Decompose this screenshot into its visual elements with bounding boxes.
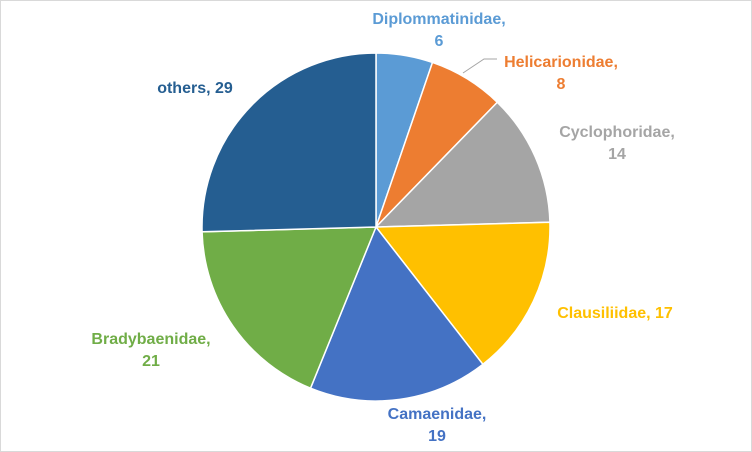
data-label-clausiliidae: Clausiliidae, 17: [557, 305, 673, 322]
data-label-camaenidae-value: 19: [428, 428, 446, 445]
data-label-cyclophoridae-value: 14: [608, 146, 626, 163]
pie-slice-bradybaenidae: [201, 226, 378, 390]
data-label-cyclophoridae: Cyclophoridae,: [559, 124, 675, 141]
pie-slices: [201, 52, 551, 402]
leader-lines: [462, 58, 497, 74]
data-labels: Diplommatinidae, 6 Helicarionidae, 8 Cycloph…: [91, 11, 674, 445]
data-label-others: others, 29: [157, 80, 233, 97]
leader-line-helicarionidae: [462, 58, 497, 74]
pie-slice-others: [201, 52, 377, 233]
pie-slice-cyclophoridae: [374, 101, 551, 228]
data-label-bradybaenidae: Bradybaenidae,: [91, 331, 210, 348]
data-label-bradybaenidae-value: 21: [142, 353, 160, 370]
pie-slice-camaenidae: [309, 225, 484, 402]
data-label-helicarionidae: Helicarionidae,: [504, 54, 618, 71]
data-label-diplommatinidae: Diplommatinidae,: [372, 11, 505, 28]
pie-slice-clausiliidae: [374, 221, 551, 366]
data-label-helicarionidae-value: 8: [557, 76, 566, 93]
data-label-camaenidae: Camaenidae,: [388, 406, 487, 423]
data-label-diplommatinidae-value: 6: [435, 33, 444, 50]
